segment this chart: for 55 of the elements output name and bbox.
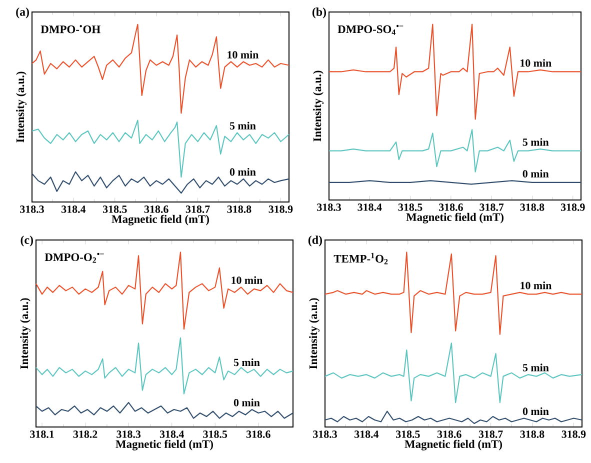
x-tick-label: 318.4 (358, 204, 382, 211)
x-axis-title: Magnetic field (mT) (116, 440, 213, 450)
x-axis-title: Magnetic field (mT) (406, 212, 504, 224)
x-tick-label: 318.5 (203, 430, 228, 438)
series-label: 0 min (522, 407, 549, 416)
x-tick-label: 318.3 (313, 430, 337, 438)
series-label: 10 min (228, 50, 259, 58)
x-tick-label: 318.7 (480, 204, 504, 211)
series-label: 0 min (234, 398, 260, 406)
x-tick-label: 318.5 (102, 206, 127, 213)
x-tick-label: 318.2 (73, 430, 98, 438)
chart-title: (d) (308, 236, 322, 246)
x-tick-label: 318.6 (246, 430, 270, 438)
x-tick-label: 318.3 (20, 206, 44, 213)
x-tick-label: 318.3 (317, 204, 341, 211)
x-tick-label: 318.4 (62, 206, 86, 213)
y-axis-title: Intensity (a.u.) (309, 298, 320, 369)
x-tick-label: 318.8 (520, 204, 544, 211)
x-tick-label: 318.5 (396, 430, 420, 438)
x-tick-label: 318.9 (268, 206, 293, 213)
series-label: 5 min (230, 122, 256, 130)
series-label: 0 min (522, 170, 549, 178)
x-tick-label: 318.1 (30, 430, 54, 438)
series-label: 5 min (234, 358, 260, 366)
series-label: 0 min (230, 168, 256, 176)
x-tick-label: 318.7 (478, 430, 503, 438)
chart-title: (b) (312, 8, 326, 18)
x-tick-label: 318.6 (439, 204, 463, 211)
x-tick-label: 318.6 (437, 430, 462, 438)
series-label: 5 min (522, 138, 549, 146)
annotation: DMPO-SO$_{4}$•− (338, 24, 404, 35)
series-label: 10 min (520, 282, 552, 290)
x-tick-label: 318.8 (227, 206, 252, 213)
x-tick-label: 318.4 (160, 430, 184, 438)
x-axis-title: Magnetic field (mT) (404, 440, 502, 450)
x-tick-label: 318.9 (562, 430, 586, 438)
y-axis-title: Intensity (a.u.) (16, 72, 26, 142)
x-axis-title: Magnetic field (mT) (112, 214, 209, 226)
annotation: DMPO-$^{•}$OH (40, 25, 100, 34)
y-axis-title: Intensity (a.u.) (20, 298, 30, 369)
chart-title: (a) (16, 7, 29, 18)
series-label: 10 min (232, 276, 263, 284)
x-tick-label: 318.9 (560, 204, 585, 211)
x-tick-label: 318.6 (144, 206, 168, 213)
y-axis-title: Intensity (a.u.) (313, 70, 324, 142)
x-tick-label: 318.7 (186, 206, 210, 213)
annotation: TEMP-$^{1}$O$_{2}$ (334, 252, 388, 264)
x-tick-label: 318.5 (398, 204, 422, 211)
x-tick-label: 318.8 (520, 430, 544, 438)
series-label: 10 min (520, 59, 552, 67)
series-label: 5 min (522, 364, 549, 372)
x-tick-label: 318.3 (116, 430, 141, 438)
annotation: DMPO-O$_{2}$•− (44, 252, 104, 263)
x-tick-label: 318.4 (354, 430, 379, 438)
chart-title: (c) (20, 236, 33, 246)
